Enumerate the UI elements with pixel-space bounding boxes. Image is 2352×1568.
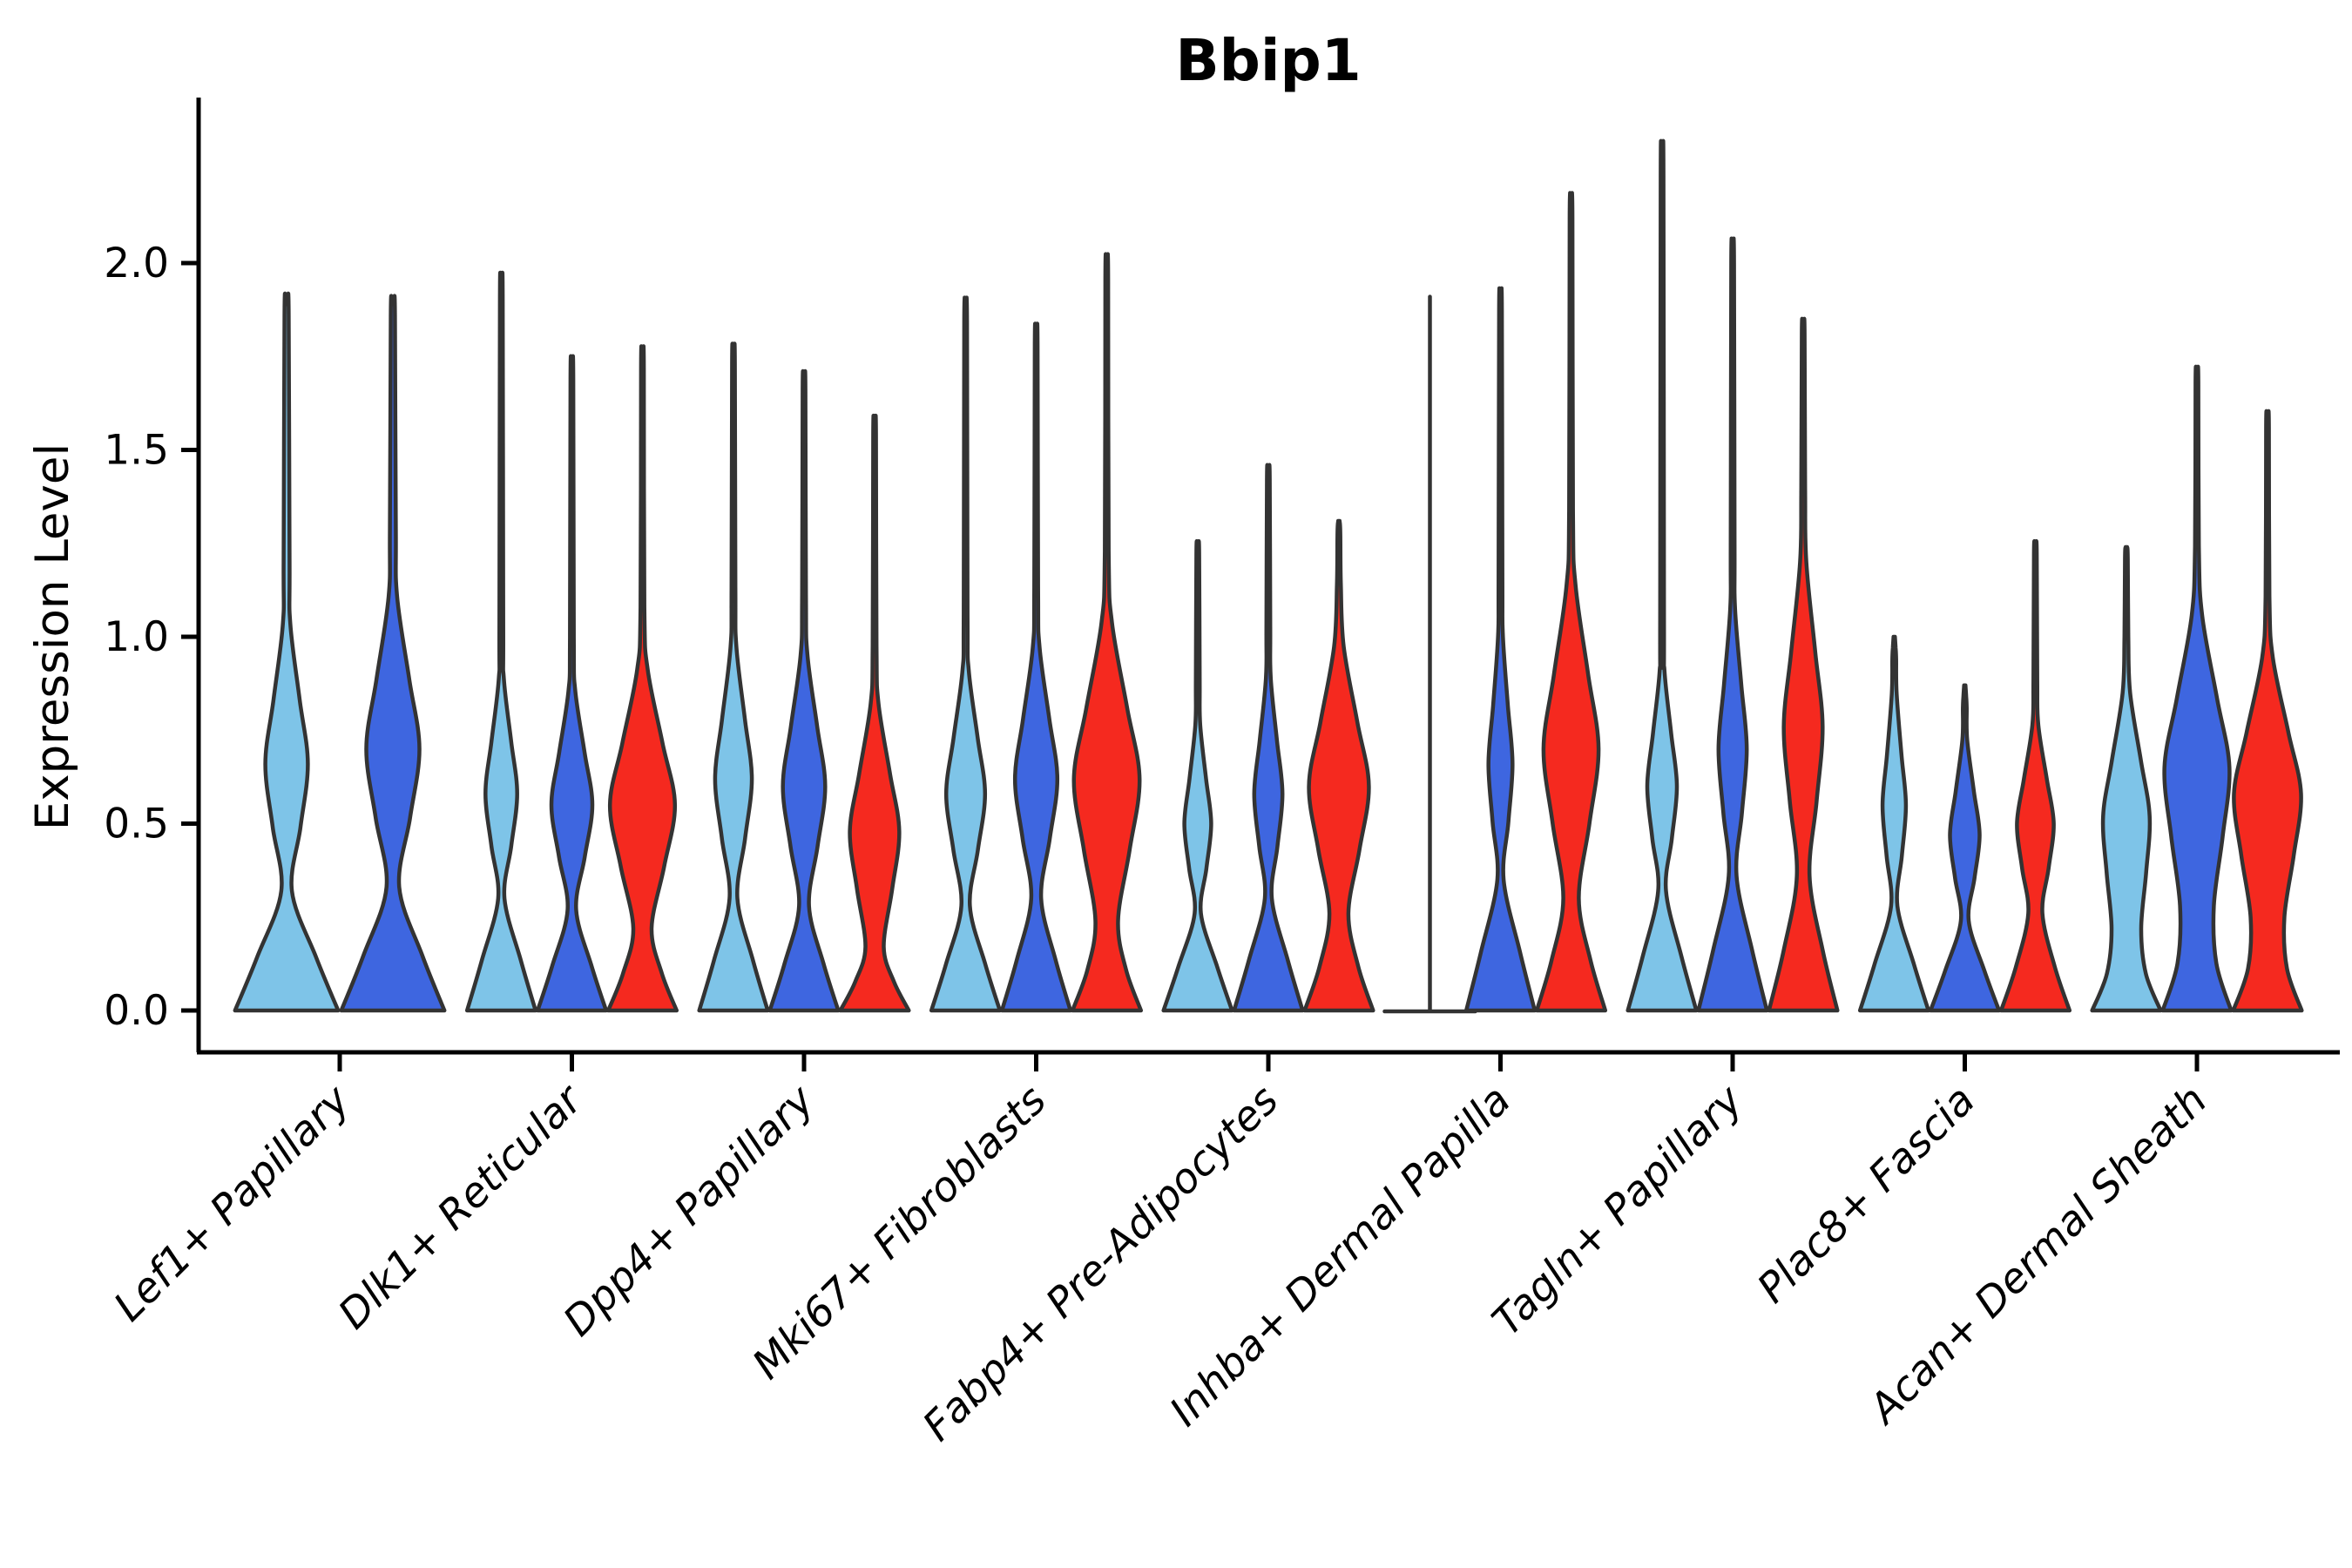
violin-6-dark_blue <box>1696 236 1769 1013</box>
violin-3-light_blue <box>929 295 1003 1013</box>
x-tick-label: Dpp4+ Papillary <box>554 1076 824 1346</box>
violin-0-light_blue <box>233 291 341 1013</box>
violin-7-dark_blue <box>1928 683 2002 1013</box>
violin-7-light_blue <box>1857 634 1931 1013</box>
x-tick-label: Tagln+ Papillary <box>1484 1076 1754 1346</box>
violin-6-light_blue <box>1625 139 1699 1013</box>
violin-8-light_blue <box>2090 544 2163 1013</box>
violin-2-dark_blue <box>767 368 841 1013</box>
violin-4-red <box>1302 518 1375 1013</box>
violin-5-red <box>1534 191 1608 1013</box>
violins-group <box>233 139 2304 1014</box>
violin-5-dark_blue <box>1463 286 1538 1013</box>
y-tick-label: 0.5 <box>104 801 169 848</box>
x-tick-label: Lef1+ Papillary <box>105 1076 360 1331</box>
violin-1-dark_blue <box>535 354 609 1013</box>
violin-4-dark_blue <box>1232 463 1305 1013</box>
violin-3-dark_blue <box>999 321 1073 1013</box>
violin-1-light_blue <box>464 270 538 1013</box>
y-tick-label: 2.0 <box>104 240 169 287</box>
violin-8-red <box>2231 409 2304 1013</box>
x-tick-label: Plac8+ Fascia <box>1748 1077 1984 1313</box>
y-tick-label: 1.5 <box>104 427 169 475</box>
violin-8-dark_blue <box>2160 364 2234 1013</box>
violin-1-red <box>605 344 679 1013</box>
y-tick-label: 0.0 <box>104 987 169 1035</box>
violin-2-red <box>838 413 911 1013</box>
violin-2-light_blue <box>697 341 770 1013</box>
violin-7-red <box>1998 538 2072 1013</box>
x-tick-label: Dlk1+ Reticular <box>329 1075 593 1339</box>
chart-title: Bbip1 <box>1175 27 1361 94</box>
violin-0-dark_blue <box>339 294 447 1013</box>
violin-3-red <box>1070 252 1144 1013</box>
y-axis-label: Expression Level <box>26 443 79 830</box>
violin-4-light_blue <box>1161 538 1234 1013</box>
violin-6-red <box>1767 316 1840 1013</box>
y-tick-label: 1.0 <box>104 613 169 661</box>
